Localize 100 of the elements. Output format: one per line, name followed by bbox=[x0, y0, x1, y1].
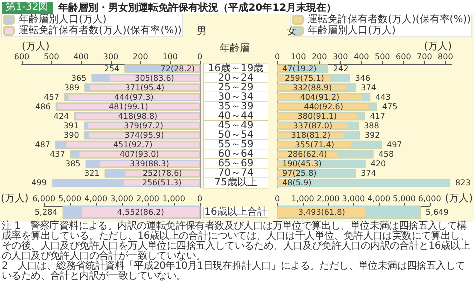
x-tick-label: 200 bbox=[133, 52, 148, 62]
data-label: 259(75.1) bbox=[285, 74, 324, 83]
y-tick-label: 20～24 bbox=[218, 72, 254, 84]
x-tick-label: 800 bbox=[438, 52, 454, 62]
x-tick-label: 100 bbox=[162, 52, 178, 62]
data-label: 190(45.3) bbox=[282, 160, 322, 169]
x-tick-label: 1,000 bbox=[291, 194, 314, 204]
x-tick-label: 5,000 bbox=[58, 194, 82, 204]
x-tick-label: 2,000 bbox=[316, 194, 340, 204]
x-tick-label: 400 bbox=[354, 52, 370, 62]
data-label: 339(88.3) bbox=[130, 160, 170, 169]
data-label: 374 bbox=[361, 169, 376, 178]
y-tick-label: 25～29 bbox=[218, 82, 254, 94]
x-tick-label: 4,000 bbox=[84, 194, 108, 204]
data-label: 321 bbox=[84, 169, 100, 178]
data-label: 418(98.8) bbox=[118, 112, 158, 121]
data-label: 486 bbox=[36, 102, 51, 112]
y-tick-label: 60～64 bbox=[218, 149, 254, 160]
data-label: 4,552(86.2) bbox=[117, 208, 164, 217]
data-label: 256(51.3) bbox=[142, 178, 182, 188]
legend-label: 年齢層別人口(万人) bbox=[308, 24, 396, 36]
x-tick-label: 200 bbox=[312, 52, 328, 62]
x-tick-label: 600 bbox=[396, 52, 412, 62]
legend-title: 男 bbox=[197, 26, 207, 38]
data-label: 3,493(61.8) bbox=[298, 208, 346, 217]
x-tick-label: 300 bbox=[103, 52, 119, 62]
x-axis-title: (万人) bbox=[424, 42, 452, 52]
data-label: 392 bbox=[364, 131, 380, 140]
x-tick-label: 500 bbox=[375, 52, 390, 62]
annotation: 注 1 警察庁資料による。内訳の運転免許保有者数及び人口は万単位で算出し、単位未満は四捨五入して構成率を算出している。ただし、16歳以上の合計については、人口は千人単位、免許人口は実数にて算出し、その後、人口及び免許人口を万人単位に四捨五入しているため、人口及び免許人口の内訳の合計と16歳以上の人口及び免許人口の合計が一致していない。 bbox=[2, 221, 472, 262]
data-label: 374(95.9) bbox=[124, 131, 164, 140]
data-label: 391 bbox=[64, 122, 80, 130]
data-label: 355(71.4) bbox=[295, 140, 335, 150]
legend-label: 運転免許保有者数(万人)(保有率(%)) bbox=[19, 24, 182, 36]
x-tick-label: 6,000 bbox=[418, 194, 442, 204]
data-label: 365 bbox=[71, 74, 87, 83]
data-label: 420 bbox=[370, 160, 386, 169]
x-tick-label: 3,000 bbox=[110, 194, 134, 204]
data-label: 5,284 bbox=[34, 208, 58, 217]
x-tick-label: 0 bbox=[275, 194, 280, 204]
data-label: 72(28.2) bbox=[160, 64, 195, 74]
data-label: 48(5.9) bbox=[282, 178, 312, 188]
data-label: 458 bbox=[378, 150, 394, 160]
data-label: 407(93.0) bbox=[120, 150, 160, 160]
y-tick-label: 40～44 bbox=[218, 110, 254, 122]
x-axis-title: (万人) bbox=[445, 194, 474, 204]
data-label: 487 bbox=[35, 140, 51, 150]
x-tick-label: 0 bbox=[197, 194, 203, 204]
data-label: 242 bbox=[333, 64, 349, 74]
y-tick-label: 50～54 bbox=[218, 130, 254, 142]
x-tick-label: 2,000 bbox=[136, 194, 160, 204]
data-label: 332(88.9) bbox=[292, 83, 332, 92]
data-label: 437 bbox=[50, 150, 66, 160]
x-tick-label: 300 bbox=[332, 52, 348, 62]
x-tick-label: 400 bbox=[74, 52, 89, 62]
y-tick-label: 65～69 bbox=[218, 158, 254, 170]
data-label: 346 bbox=[355, 74, 371, 83]
data-label: 97(25.8) bbox=[282, 169, 317, 178]
data-label: 451(92.7) bbox=[113, 140, 153, 150]
y-tick-label: 45～49 bbox=[218, 120, 254, 132]
data-label: 337(87.0) bbox=[293, 122, 333, 130]
data-label: 374 bbox=[361, 83, 376, 92]
data-label: 443 bbox=[376, 92, 391, 102]
y-tick-label: 55～59 bbox=[218, 140, 254, 151]
data-label: 385 bbox=[66, 160, 81, 169]
data-label: 380(91.1) bbox=[298, 112, 338, 121]
x-tick-label: 500 bbox=[44, 52, 60, 62]
data-label: 497 bbox=[387, 140, 402, 150]
x-axis-title: (万人) bbox=[22, 42, 50, 52]
data-label: 417 bbox=[370, 112, 386, 121]
data-label: 444(97.3) bbox=[114, 92, 154, 102]
chart-subtitle: 第1-32図 bbox=[2, 2, 53, 14]
data-label: 499 bbox=[32, 178, 47, 188]
data-label: 404(91.2) bbox=[300, 92, 340, 102]
x-tick-label: 600 bbox=[14, 52, 30, 62]
y-axis-title: 年齢層 bbox=[220, 42, 250, 54]
legend-label: 運転免許保有者数(万人)(保有率(%)) bbox=[308, 14, 472, 26]
data-label: 379(97.2) bbox=[124, 122, 164, 130]
x-tick-label: 0 bbox=[275, 52, 280, 62]
data-label: 305(83.6) bbox=[135, 74, 174, 83]
y-tick-label: 30～34 bbox=[218, 92, 254, 103]
data-label: 371(95.4) bbox=[125, 83, 165, 92]
x-axis-title: (万人) bbox=[0, 194, 29, 204]
x-tick-label: 5,000 bbox=[393, 194, 416, 204]
legend-title: 女 bbox=[287, 26, 297, 38]
data-label: 440(92.6) bbox=[304, 102, 344, 112]
data-label: 823 bbox=[456, 178, 471, 188]
data-label: 475 bbox=[382, 102, 398, 112]
x-tick-label: 4,000 bbox=[368, 194, 391, 204]
y-tick-label: 75歳以上 bbox=[214, 176, 258, 189]
data-label: 481(99.1) bbox=[108, 102, 148, 112]
x-tick-label: 0 bbox=[197, 52, 203, 62]
data-label: 5,649 bbox=[426, 208, 449, 217]
data-label: 254 bbox=[104, 64, 120, 74]
x-tick-label: 100 bbox=[290, 52, 306, 62]
legend-label: 年齢層別人口(万人) bbox=[19, 14, 107, 26]
data-label: 286(62.4) bbox=[288, 150, 328, 160]
text: 2 人口は、総務省統計資料「平成20年10月1日現在推計人口」による。ただし、単位未満は四捨五入しているため、合計と内訳が一致していない。 bbox=[2, 261, 466, 282]
chart-title: 年齢層別・男女別運転免許保有状況（平成20年12月末現在） bbox=[58, 2, 337, 14]
data-label: 389 bbox=[64, 83, 80, 92]
